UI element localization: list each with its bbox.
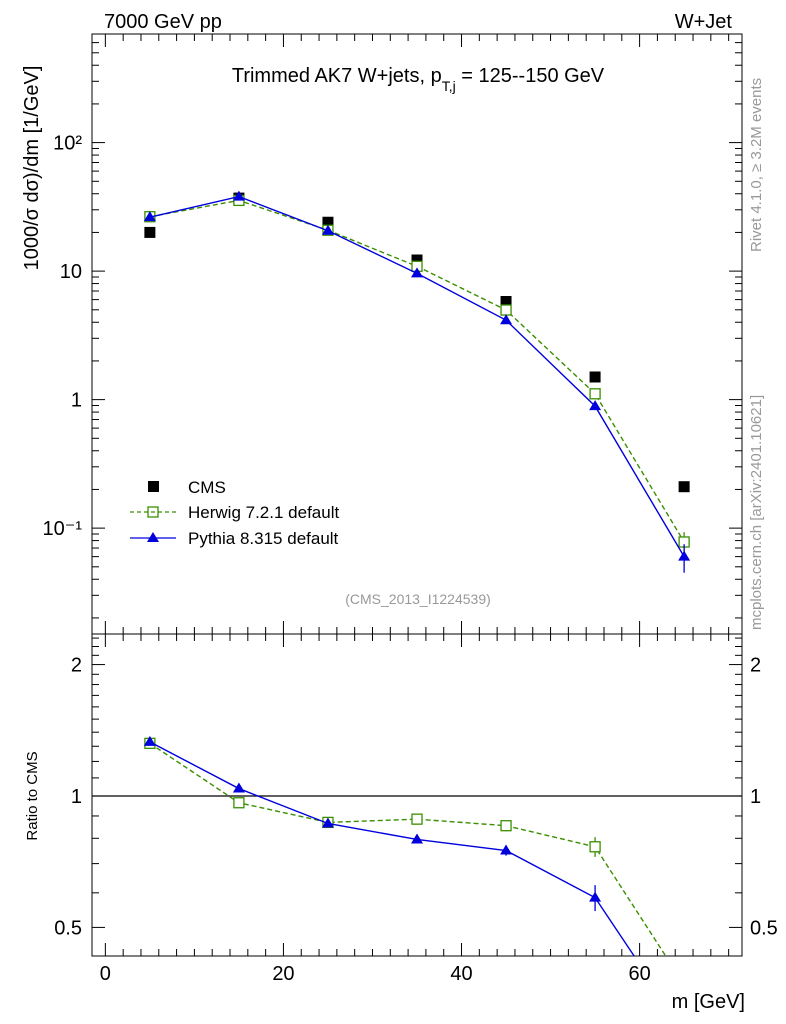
legend-cms-label: CMS [188, 478, 226, 497]
pythia-point [143, 211, 156, 222]
pythia-point [589, 400, 602, 411]
ratio-y-tick-label: 2 [71, 655, 82, 677]
cms-point [411, 254, 423, 266]
cms-point [500, 296, 512, 308]
cms-point [144, 226, 156, 238]
rivet-version-label: Rivet 4.1.0, ≥ 3.2M events [748, 78, 765, 252]
legend-pythia-marker [147, 532, 159, 542]
ratio-panel-frame [91, 633, 743, 957]
ratio-y-axis-title: Ratio to CMS [24, 751, 41, 840]
analysis-watermark: (CMS_2013_I1224539) [345, 591, 491, 607]
x-tick-label: 60 [628, 963, 650, 985]
ratio-pythia-point [411, 833, 423, 844]
header-energy-label: 7000 GeV pp [104, 11, 222, 33]
ratio-herwig-point [233, 797, 245, 809]
ratio-pythia-point [232, 782, 245, 793]
ratio-y-tick-label: 0.5 [54, 917, 82, 939]
y-tick-label: 10 [60, 261, 82, 283]
ratio-pythia-point [589, 891, 602, 902]
ratio-herwig-point [411, 813, 423, 825]
x-axis-title: m [GeV] [672, 991, 745, 1013]
pythia-point [500, 314, 513, 325]
mcplots-label: mcplots.cern.ch [arXiv:2401.10621] [748, 395, 765, 630]
cms-point [589, 371, 601, 383]
legend-pythia-label: Pythia 8.315 default [188, 529, 339, 548]
ratio-y-tick-label-right: 1 [750, 786, 761, 808]
ratio-herwig-line [149, 742, 667, 957]
ratio-y-tick-label-right: 2 [750, 655, 761, 677]
x-tick-label: 40 [450, 963, 472, 985]
ratio-y-tick-label: 1 [71, 786, 82, 808]
ratio-herwig-point [589, 841, 601, 853]
main-title: Trimmed AK7 W+jets, pT,j = 125--150 GeV [232, 65, 605, 94]
herwig-point [500, 304, 512, 316]
ratio-pythia-point [321, 817, 334, 828]
legend-herwig-label: Herwig 7.2.1 default [188, 503, 339, 522]
cms-point [322, 216, 334, 228]
ratio-y-tick-label-right: 0.5 [750, 917, 778, 939]
y-tick-label: 1 [71, 390, 82, 412]
pythia-point [411, 267, 423, 278]
main-y-axis-title: 1000/σ dσ)/dm [1/GeV] [21, 66, 43, 271]
pythia-point [678, 550, 691, 561]
ratio-pythia-point [500, 844, 513, 855]
pythia-point [321, 224, 334, 235]
y-tick-label: 10² [53, 133, 82, 155]
header-process-label: W+Jet [675, 11, 733, 33]
legend-cms-marker [148, 481, 159, 492]
herwig-line [149, 199, 685, 543]
pythia-point [232, 190, 245, 201]
legend: CMS Herwig 7.2.1 default Pythia 8.315 de… [130, 478, 339, 548]
y-tick-label: 10⁻¹ [43, 518, 83, 540]
cms-point [678, 481, 690, 493]
x-tick-label: 0 [100, 963, 111, 985]
herwig-point [589, 388, 601, 400]
legend-herwig-marker [147, 506, 159, 518]
x-tick-label: 20 [272, 963, 294, 985]
ratio-herwig-point [500, 820, 512, 832]
ratio-pythia-line [149, 741, 635, 957]
ratio-pythia-point [143, 735, 156, 746]
